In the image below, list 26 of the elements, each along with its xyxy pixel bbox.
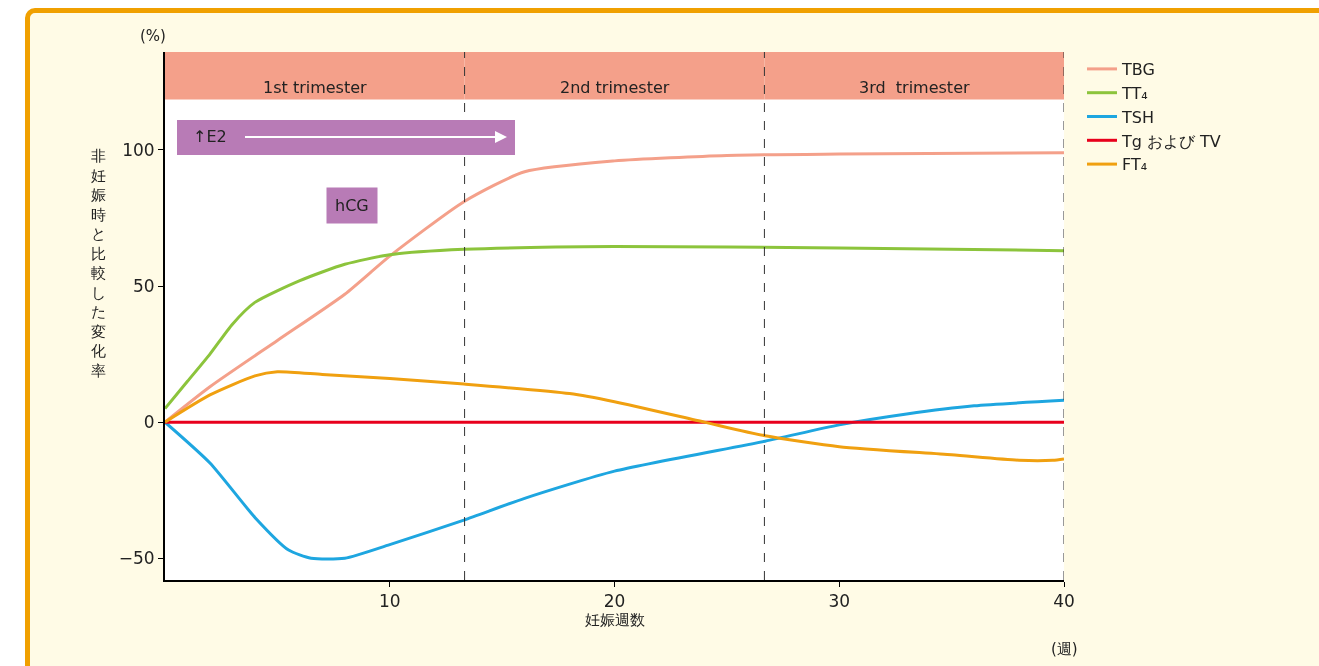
legend-label: TSH <box>1120 107 1154 127</box>
x-axis-title: 妊娠週数 <box>584 611 645 630</box>
x-tick-label: 10 <box>378 591 401 612</box>
x-tick-label: 20 <box>603 591 626 612</box>
annotation: hCG <box>335 196 369 215</box>
y-tick-label: 100 <box>122 139 155 160</box>
x-tick-label: 40 <box>1053 591 1075 612</box>
text: 非妊娠時と比較した変化率 <box>91 147 106 380</box>
band-label: 1st trimester <box>263 78 368 97</box>
legend-label: FT₄ <box>1121 155 1148 175</box>
line-series <box>165 398 1064 561</box>
y-tick-label: 50 <box>132 276 155 297</box>
line-series <box>165 370 1064 462</box>
y-tick-label: 0 <box>143 412 155 433</box>
legend-label: TBG <box>1120 60 1155 80</box>
line-series <box>165 245 1064 411</box>
legend-label: TT₄ <box>1120 83 1148 103</box>
text: (%) <box>140 27 166 45</box>
band-label: 2nd trimester <box>560 78 670 97</box>
annotation: ↑E2 <box>193 127 227 146</box>
legend-label: Tg および TV <box>1120 131 1221 151</box>
x-tick-label: 30 <box>828 591 851 612</box>
note-box: ↑E2 <box>177 120 515 155</box>
text: (週) <box>1051 640 1078 658</box>
y-tick-label: −50 <box>118 548 155 569</box>
band-label: 3rd trimester <box>859 78 970 97</box>
